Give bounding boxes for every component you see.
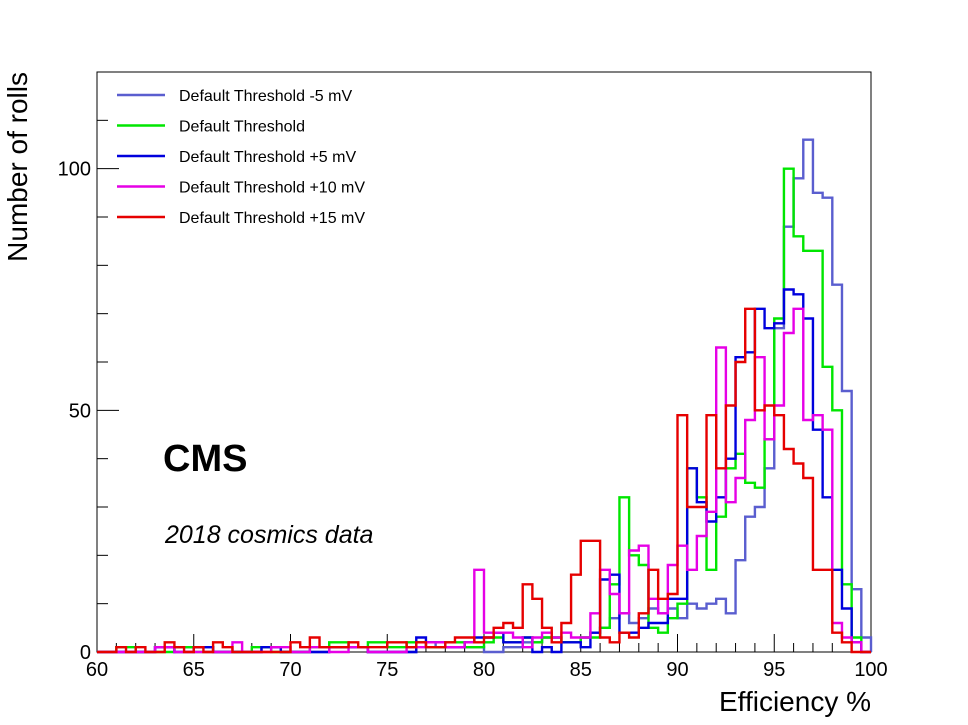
series-line	[97, 307, 871, 654]
histogram-series	[97, 138, 873, 654]
x-tick-label: 95	[763, 659, 785, 681]
experiment-label: CMS	[163, 438, 247, 480]
series-line	[97, 307, 871, 654]
legend-entry: Default Threshold +10 mV	[179, 180, 365, 197]
x-tick-label: 85	[570, 659, 592, 681]
legend-entry: Default Threshold +15 mV	[179, 210, 365, 227]
y-axis-title: Number of rolls	[2, 72, 33, 262]
x-axis-title: Efficiency %	[719, 686, 871, 717]
x-tick-label: 65	[183, 659, 205, 681]
legend-entry: Default Threshold -5 mV	[179, 88, 352, 105]
y-tick-label: 0	[80, 642, 91, 664]
x-tick-label: 70	[279, 659, 301, 681]
y-axis-ticks: 0 50 100	[58, 71, 119, 664]
y-tick-label: 100	[58, 159, 91, 181]
x-axis-ticks: 60 65 70 75 80 85 90 95 100	[86, 634, 888, 681]
y-tick-label: 50	[69, 400, 91, 422]
dataset-label: 2018 cosmics data	[164, 521, 374, 549]
x-tick-label: 90	[666, 659, 688, 681]
legend: Default Threshold -5 mV Default Threshold…	[117, 88, 365, 227]
x-tick-label: 75	[376, 659, 398, 681]
legend-entry: Default Threshold	[179, 119, 305, 136]
legend-entry: Default Threshold +5 mV	[179, 149, 356, 166]
x-tick-label: 80	[473, 659, 495, 681]
x-tick-label: 60	[86, 659, 108, 681]
x-tick-label: 100	[854, 659, 887, 681]
